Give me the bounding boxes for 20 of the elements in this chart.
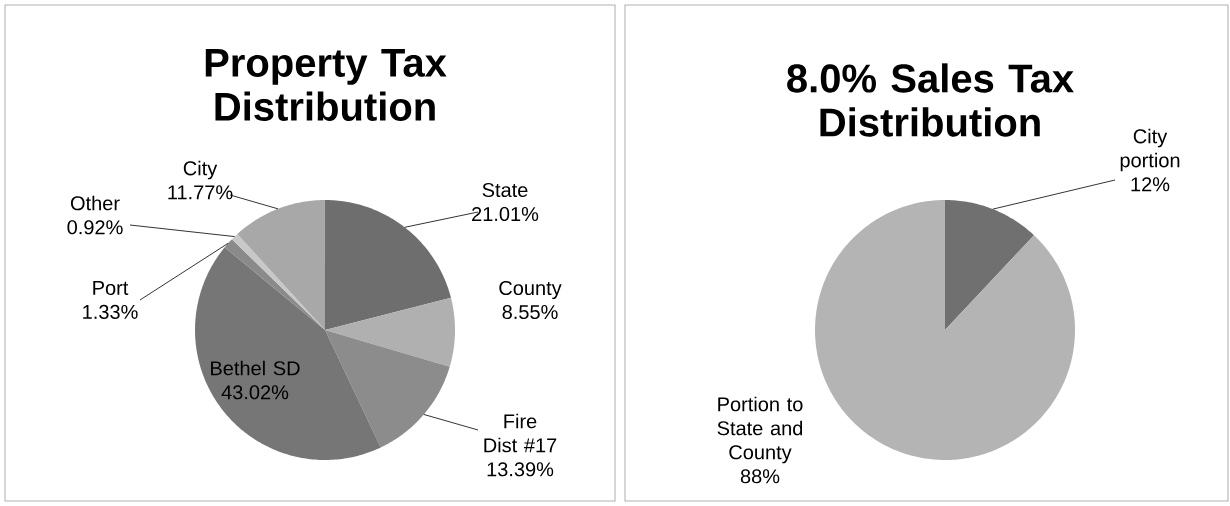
data-label: 11.77%	[168, 185, 233, 200]
data-label: 21.01%	[472, 206, 539, 222]
chart-title: 8.0% Sales Tax Distribution	[787, 63, 1074, 137]
data-label: 12%	[1131, 177, 1170, 192]
data-label: 13.39%	[487, 462, 554, 477]
slice-label: Bethel SD	[211, 360, 300, 376]
data-label: 8.55%	[502, 304, 558, 320]
slice-label: Fire Dist #17	[484, 413, 557, 453]
slice-label: City portion	[1120, 128, 1180, 172]
slice-label: County	[499, 280, 562, 300]
data-label: 0.92%	[67, 220, 123, 235]
data-label: 88%	[740, 469, 780, 484]
slice-label: Other	[70, 195, 120, 211]
slice-label: Port	[93, 281, 129, 295]
chart-title: Property Tax Distribution	[205, 49, 447, 121]
slice-label: City	[183, 160, 218, 180]
data-label: 1.33%	[83, 304, 138, 319]
slice-label: Portion to State and County	[717, 396, 803, 464]
slice-label: State	[482, 182, 528, 198]
data-label: 43.02%	[221, 385, 289, 400]
